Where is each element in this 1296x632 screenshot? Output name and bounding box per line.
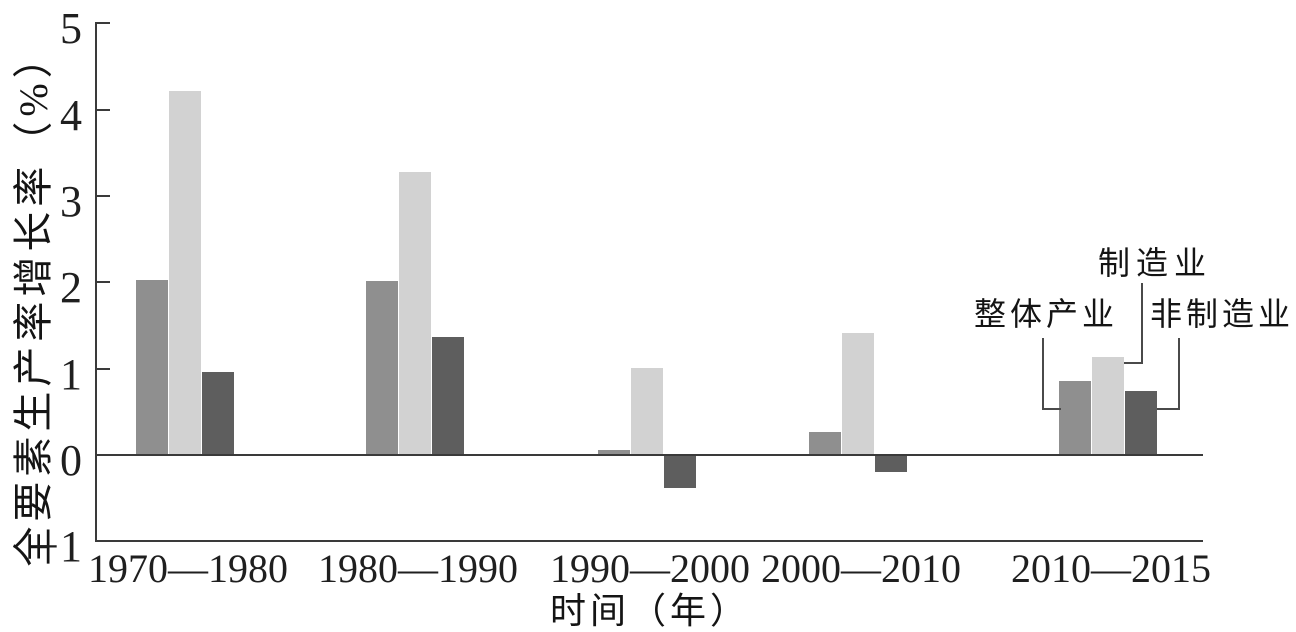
y-tick-label: 5 <box>60 4 83 54</box>
x-tick-label: 1980—1990 <box>318 546 518 591</box>
bar-制造业-1990—2000 <box>631 367 663 454</box>
x-tick-label: 2000—2010 <box>761 546 961 591</box>
bar-非制造业-1970—1980 <box>202 371 234 454</box>
bar-非制造业-2010—2015 <box>1125 390 1157 454</box>
bar-制造业-1980—1990 <box>399 171 431 454</box>
bar-制造业-1970—1980 <box>169 91 201 454</box>
annotation-callout-line <box>1157 408 1180 410</box>
annotation-callout-line <box>1124 362 1143 364</box>
y-tick-mark <box>95 108 110 111</box>
bar-非制造业-1980—1990 <box>432 337 464 454</box>
x-tick-label: 2010—2015 <box>1011 546 1211 591</box>
y-tick-label: 4 <box>60 90 83 140</box>
bar-非制造业-2000—2010 <box>875 456 907 472</box>
annotation-callout-line <box>1178 338 1180 410</box>
x-tick-label: 1970—1980 <box>88 546 288 591</box>
bar-整体产业-1990—2000 <box>598 449 630 454</box>
series-annotation-label-制造业: 制造业 <box>1097 245 1213 281</box>
bar-制造业-2010—2015 <box>1092 357 1124 454</box>
x-tick-label: 1990—2000 <box>550 546 750 591</box>
y-tick-label: 2 <box>60 263 83 313</box>
bar-制造业-2000—2010 <box>842 333 874 454</box>
bar-整体产业-1970—1980 <box>136 279 168 454</box>
annotation-callout-line <box>1042 408 1061 410</box>
y-tick-mark <box>95 22 110 25</box>
series-annotation-label-非制造业: 非制造业 <box>1150 296 1295 332</box>
y-tick-label: 3 <box>60 177 83 226</box>
x-axis-line <box>95 540 1203 543</box>
y-tick-mark <box>95 454 110 456</box>
y-tick-label: −1 <box>34 522 83 572</box>
annotation-callout-line <box>1141 283 1143 364</box>
y-tick-label: 1 <box>60 349 83 399</box>
y-tick-mark <box>95 195 110 197</box>
y-tick-label: 0 <box>60 436 83 485</box>
bar-整体产业-2000—2010 <box>809 432 841 454</box>
bar-整体产业-2010—2015 <box>1059 380 1091 454</box>
series-annotation-label-整体产业: 整体产业 <box>973 296 1118 332</box>
y-tick-mark <box>95 367 110 370</box>
zero-line <box>95 454 1203 456</box>
annotation-callout-line <box>1042 338 1044 410</box>
x-axis-title: 时间（年） <box>549 591 751 631</box>
y-tick-mark <box>95 281 110 284</box>
bar-非制造业-1990—2000 <box>664 456 696 488</box>
bar-整体产业-1980—1990 <box>366 281 398 454</box>
